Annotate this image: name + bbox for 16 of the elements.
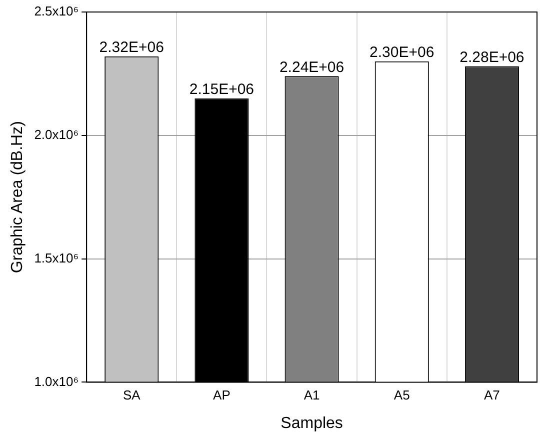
data-label: 2.28E+06 bbox=[460, 48, 524, 66]
data-label: 2.15E+06 bbox=[189, 81, 254, 98]
x-tick-label: A7 bbox=[484, 388, 500, 403]
x-tick-label: A1 bbox=[304, 388, 320, 403]
y-axis-title: Graphic Area (dB.Hz) bbox=[9, 121, 26, 274]
y-tick-label: 1.0x10⁶ bbox=[34, 374, 79, 389]
y-tick-label: 2.0x10⁶ bbox=[34, 126, 79, 142]
y-tick-label: 1.5x10⁶ bbox=[34, 250, 79, 266]
x-tick-label: SA bbox=[122, 388, 141, 403]
data-label: 2.32E+06 bbox=[99, 39, 164, 56]
data-label: 2.24E+06 bbox=[279, 58, 344, 76]
x-tick-label: AP bbox=[213, 388, 230, 403]
x-axis-title: Samples bbox=[280, 414, 343, 432]
x-tick-label: A5 bbox=[394, 388, 410, 403]
data-label: 2.30E+06 bbox=[370, 44, 434, 61]
y-tick-label: 2.5x10⁶ bbox=[34, 4, 79, 19]
